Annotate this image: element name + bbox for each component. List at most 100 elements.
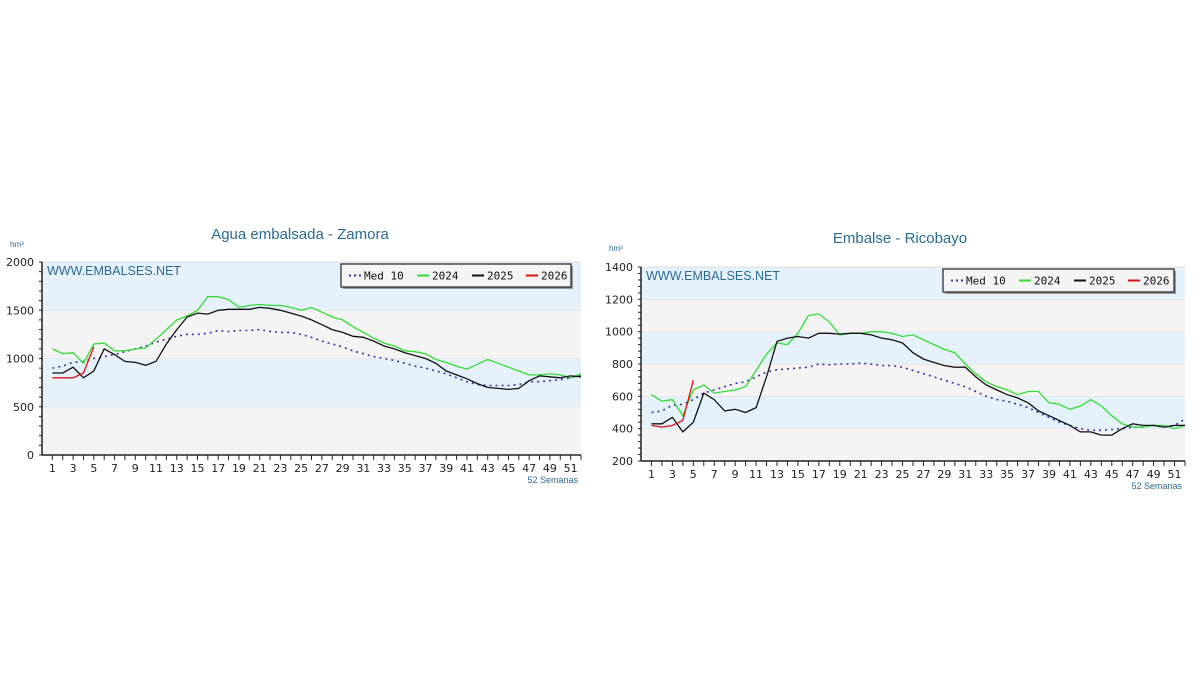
chart-2: Embalse - Ricobayo hm³ WWW.EMBALSES.NET 200… <box>605 230 1186 491</box>
plot-band <box>641 428 1185 461</box>
x-tick-label: 23 <box>875 468 889 481</box>
legend-box <box>942 268 1175 293</box>
x-tick-label: 1 <box>648 468 655 481</box>
x-tick-label: 29 <box>336 462 350 475</box>
x-tick-label: 47 <box>1126 468 1140 481</box>
x-tick-label: 43 <box>481 462 495 475</box>
x-tick-label: 7 <box>111 462 118 475</box>
x-tick-label: 19 <box>833 468 847 481</box>
x-tick-label: 17 <box>812 468 826 481</box>
series-line-2026 <box>651 380 694 428</box>
x-tick-label: 51 <box>564 462 578 475</box>
y-tick-label: 400 <box>612 423 633 436</box>
y-tick-label: 1200 <box>605 293 633 306</box>
plot-band <box>641 299 1185 332</box>
x-tick-label: 23 <box>273 462 287 475</box>
x-tick-label: 27 <box>916 468 930 481</box>
series-line-med-10 <box>651 362 1186 432</box>
x-tick-label: 45 <box>1105 468 1119 481</box>
x-tick-label: 3 <box>669 468 676 481</box>
legend-label: 2026 <box>1143 275 1170 288</box>
y-tick-label: 1400 <box>605 261 633 274</box>
x-tick-label: 17 <box>211 462 225 475</box>
plot-band <box>641 331 1185 364</box>
x-tick-label: 19 <box>232 462 246 475</box>
x-tick-label: 29 <box>937 468 951 481</box>
x-tick-label: 49 <box>543 462 557 475</box>
legend-box <box>340 263 572 288</box>
legend: Med 10 2024 2025 2026 <box>340 263 573 289</box>
y-tick-label: 1000 <box>605 326 633 339</box>
x-tick-label: 21 <box>253 462 267 475</box>
legend-label: 2025 <box>487 270 514 283</box>
plot-band <box>42 358 581 407</box>
x-tick-label: 5 <box>90 462 97 475</box>
x-tick-label: 1 <box>49 462 56 475</box>
legend-label: 2024 <box>432 270 459 283</box>
x-tick-label: 35 <box>1000 468 1014 481</box>
x-tick-label: 39 <box>439 462 453 475</box>
x-tick-label: 31 <box>958 468 972 481</box>
x-tick-label: 13 <box>770 468 784 481</box>
chart-title: Embalse - Ricobayo <box>833 230 967 247</box>
x-tick-label: 9 <box>732 468 739 481</box>
chart-title: Agua embalsada - Zamora <box>211 226 389 243</box>
legend-label: Med 10 <box>966 275 1006 288</box>
plot-band <box>641 396 1185 429</box>
y-tick-label: 500 <box>13 401 34 414</box>
series-line-2026 <box>52 346 95 379</box>
x-tick-label: 37 <box>419 462 433 475</box>
x-tick-label: 37 <box>1021 468 1035 481</box>
y-tick-label: 1500 <box>6 304 34 317</box>
legend-label: 2024 <box>1034 275 1061 288</box>
x-tick-label: 51 <box>1168 468 1182 481</box>
series-line-2024 <box>651 313 1186 430</box>
x-axis-label: 52 Semanas <box>1131 481 1182 491</box>
x-tick-label: 7 <box>711 468 718 481</box>
series-line-2025 <box>651 332 1185 436</box>
x-tick-label: 27 <box>315 462 329 475</box>
x-tick-label: 41 <box>1063 468 1077 481</box>
watermark: WWW.EMBALSES.NET <box>646 269 780 283</box>
x-tick-label: 11 <box>149 462 163 475</box>
x-tick-label: 21 <box>854 468 868 481</box>
x-tick-label: 3 <box>70 462 77 475</box>
plot-band <box>42 406 581 455</box>
y-unit-label: hm³ <box>10 240 24 249</box>
y-tick-label: 200 <box>612 455 633 468</box>
x-tick-label: 5 <box>690 468 697 481</box>
y-tick-label: 1000 <box>6 353 34 366</box>
legend-label: 2026 <box>541 270 568 283</box>
series-line-2025 <box>52 306 582 391</box>
legend: Med 10 2024 2025 2026 <box>942 268 1176 294</box>
x-tick-label: 45 <box>501 462 515 475</box>
series-line-med-10 <box>52 328 582 387</box>
legend-label: 2025 <box>1089 275 1116 288</box>
legend-label: Med 10 <box>364 270 404 283</box>
x-tick-label: 35 <box>398 462 412 475</box>
x-tick-label: 33 <box>979 468 993 481</box>
y-tick-label: 0 <box>27 449 34 462</box>
x-tick-label: 31 <box>356 462 370 475</box>
y-tick-label: 2000 <box>6 256 34 269</box>
x-tick-label: 43 <box>1084 468 1098 481</box>
x-tick-label: 15 <box>791 468 805 481</box>
x-tick-label: 9 <box>132 462 139 475</box>
series-line-2024 <box>52 296 582 379</box>
plot-band <box>42 310 581 359</box>
x-tick-label: 41 <box>460 462 474 475</box>
y-unit-label: hm³ <box>609 244 623 253</box>
x-tick-label: 39 <box>1042 468 1056 481</box>
x-tick-label: 33 <box>377 462 391 475</box>
x-axis-label: 52 Semanas <box>527 475 578 485</box>
x-tick-label: 25 <box>294 462 308 475</box>
x-tick-label: 47 <box>522 462 536 475</box>
x-tick-label: 11 <box>749 468 763 481</box>
x-tick-label: 15 <box>190 462 204 475</box>
x-tick-label: 13 <box>170 462 184 475</box>
x-tick-label: 49 <box>1147 468 1161 481</box>
watermark: WWW.EMBALSES.NET <box>47 264 181 278</box>
y-tick-label: 800 <box>612 358 633 371</box>
chart-1: Agua embalsada - Zamora hm³ WWW.EMBALSES.N… <box>6 226 582 485</box>
